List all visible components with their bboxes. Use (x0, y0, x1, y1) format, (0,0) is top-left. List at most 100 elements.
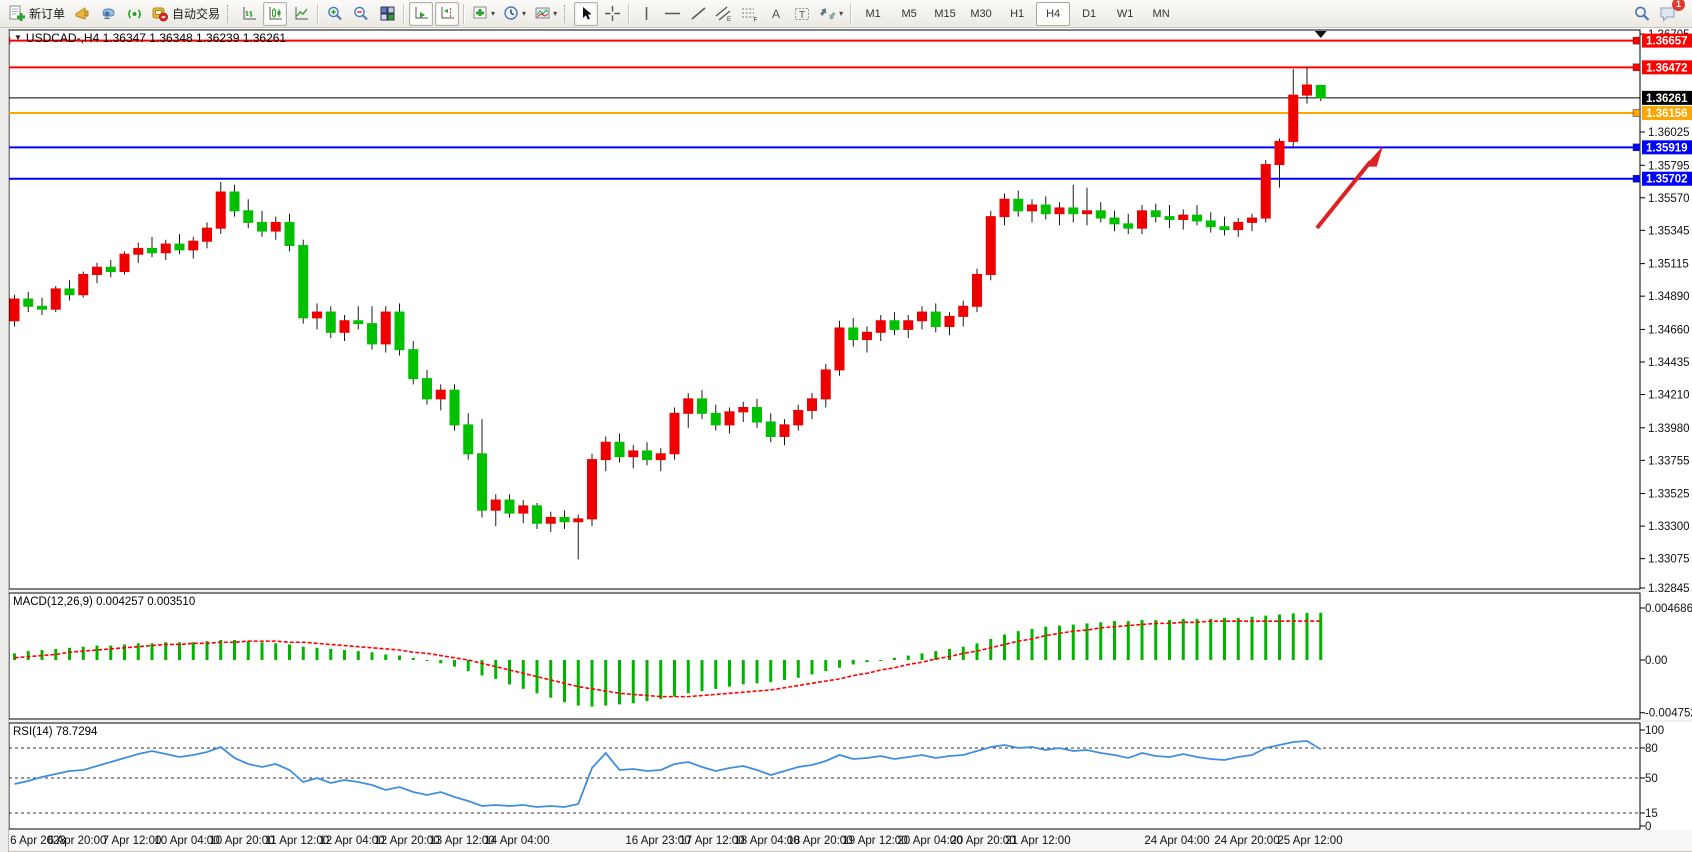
macd-histogram-bar (700, 660, 704, 692)
zoom-out-icon (354, 6, 368, 20)
megaphone-icon (75, 7, 89, 20)
candlestick-chart-button[interactable] (263, 1, 288, 26)
text-button[interactable]: A (764, 2, 788, 26)
macd-histogram-bar (838, 660, 841, 668)
rsi-line (14, 740, 1322, 808)
macd-histogram-bar (123, 644, 126, 660)
autotrading-icon (152, 7, 169, 22)
autotrading-button[interactable]: 自动交易 (148, 2, 223, 26)
macd-histogram-bar (1058, 625, 1061, 660)
line-end-handle[interactable] (1632, 109, 1641, 117)
price-axis-label: 1.33300 (1648, 521, 1690, 533)
timeframe-m1[interactable]: M1 (865, 7, 881, 20)
candle (1123, 223, 1134, 229)
panel-splitter[interactable] (9, 590, 1692, 592)
candle (105, 266, 116, 273)
svg-text:E: E (727, 17, 731, 22)
candle (793, 409, 804, 426)
timeframe-m5[interactable]: M5 (901, 7, 917, 20)
macd-histogram-bar (370, 652, 374, 660)
macd-histogram-bar (1305, 612, 1309, 660)
candle (532, 505, 542, 524)
indicators-icon (473, 6, 487, 19)
timeframe-mn[interactable]: MN (1152, 7, 1170, 20)
indicators-button[interactable]: ▾ (469, 2, 498, 26)
candle (985, 216, 996, 275)
notifications-button[interactable]: 1 (1656, 0, 1685, 26)
trendline-icon (691, 7, 706, 20)
candle (174, 243, 185, 251)
macd-histogram-bar (549, 660, 553, 698)
search-button[interactable] (1630, 2, 1654, 26)
trendline-button[interactable] (686, 2, 710, 26)
text-label-button[interactable]: T (790, 2, 814, 26)
signals-button[interactable] (122, 2, 146, 26)
toolbar-separator (403, 3, 406, 24)
main-toolbar: 新订单 自动交易 (0, 0, 1692, 28)
timeframe-m15[interactable]: M15 (934, 7, 956, 20)
line-end-handle[interactable] (1632, 36, 1641, 45)
candle (202, 227, 212, 242)
zoom-out-button[interactable] (349, 2, 373, 26)
bar-chart-button[interactable] (237, 2, 261, 26)
price-label-text: 1.35919 (1646, 142, 1688, 154)
arrow-object-shaft[interactable] (1315, 160, 1373, 230)
macd-histogram-bar (521, 660, 525, 689)
toolbar-grip (227, 4, 232, 23)
macd-signal-line (14, 620, 1321, 698)
line-end-handle[interactable] (1632, 143, 1641, 152)
dropdown-caret: ▾ (553, 9, 558, 18)
line-end-handle[interactable] (1632, 63, 1641, 72)
metaeditor-button[interactable] (70, 2, 94, 26)
candle (669, 412, 680, 455)
candle (1150, 210, 1161, 218)
autotrading-label: 自动交易 (172, 7, 221, 21)
date-axis-label: 24 Apr 20:00 (1214, 835, 1279, 847)
candle (147, 247, 157, 254)
signals-icon (127, 9, 141, 19)
macd-histogram-bar (1016, 631, 1020, 660)
crosshair-button[interactable] (600, 2, 624, 26)
periods-button[interactable]: ▾ (500, 2, 529, 26)
line-chart-button[interactable] (289, 2, 313, 26)
candle (1095, 210, 1106, 219)
macd-histogram-bar (439, 660, 443, 664)
timeframe-m30[interactable]: M30 (970, 7, 992, 20)
macd-histogram-bar (205, 641, 209, 660)
mql5-community-button[interactable] (96, 2, 120, 26)
new-order-button[interactable]: 新订单 (5, 2, 68, 26)
fibonacci-button[interactable]: F (738, 2, 762, 26)
panel-splitter[interactable] (9, 720, 1692, 722)
line-end-handle[interactable] (1632, 174, 1641, 183)
candle (614, 441, 625, 458)
main-chart-panel (8, 29, 1641, 590)
timeframe-h1[interactable]: H1 (1010, 7, 1025, 20)
candle (9, 298, 20, 322)
macd-axis-label: -0.004752 (1645, 708, 1692, 720)
tile-windows-button[interactable] (375, 2, 399, 26)
chart-shift-button[interactable] (435, 1, 460, 26)
cursor-button[interactable] (574, 1, 599, 26)
timeframe-d1[interactable]: D1 (1082, 7, 1097, 20)
shapes-button[interactable]: ▾ (816, 2, 846, 26)
timeframe-w1[interactable]: W1 (1116, 7, 1134, 20)
candle (1082, 210, 1092, 215)
auto-scroll-button[interactable] (409, 1, 434, 26)
equidistant-channel-button[interactable]: E (712, 2, 736, 26)
toolbar-right-group: 1 (1629, 0, 1685, 26)
notification-badge: 1 (1672, 0, 1685, 11)
macd-histogram-bar (563, 660, 566, 703)
zoom-in-button[interactable] (323, 2, 347, 26)
arrow-object-head[interactable] (1364, 146, 1383, 167)
candle (1302, 84, 1312, 96)
candle (944, 315, 955, 328)
macd-histogram-bar (356, 651, 360, 660)
candle (545, 516, 556, 524)
vertical-line-button[interactable] (634, 2, 658, 26)
templates-button[interactable]: ▾ (531, 2, 560, 26)
candle (50, 288, 61, 310)
macd-histogram-bar (453, 660, 456, 667)
horizontal-line-button[interactable] (660, 2, 684, 26)
timeframe-h4[interactable]: H4 (1036, 1, 1071, 26)
candle (477, 453, 487, 511)
